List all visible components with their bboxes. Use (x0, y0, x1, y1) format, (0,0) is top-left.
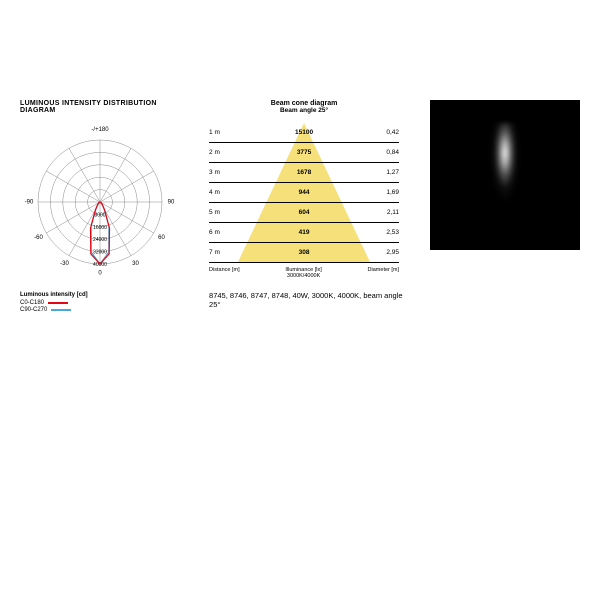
beam-row: 2 m37750,84 (209, 143, 399, 163)
beam-subtitle: Beam angle 25° (209, 107, 399, 115)
svg-text:30: 30 (132, 261, 139, 267)
beam-and-caption: Beam cone diagram Beam angle 25° 1 m1510… (209, 100, 415, 309)
svg-text:0: 0 (98, 271, 102, 277)
polar-panel: LUMINOUS INTENSITY DISTRIBUTION DIAGRAM … (20, 100, 194, 314)
svg-text:-30: -30 (60, 261, 69, 267)
svg-text:-60: -60 (34, 235, 43, 241)
polar-diagram: -90 -60 -30 0 30 60 90 -/+180 8000 16000 24000 3200… (20, 122, 180, 282)
beam-diameter: 2,53 (369, 229, 399, 236)
beam-diameter: 0,42 (369, 129, 399, 136)
footer-illuminance: Illuminance [lx]3000K/4000K (285, 267, 321, 279)
svg-text:24000: 24000 (93, 237, 107, 243)
beam-diameter: 1,69 (369, 189, 399, 196)
legend-row: C90-C270 (20, 307, 194, 313)
legend-swatch (48, 302, 68, 304)
legend-title: Luminous intensity [cd] (20, 292, 194, 298)
beam-lux: 419 (239, 229, 369, 236)
beam-title: Beam cone diagram (209, 100, 399, 107)
beam-lux: 15100 (239, 129, 369, 136)
footer-distance: Distance [m] (209, 267, 240, 279)
beam-distance: 4 m (209, 189, 239, 196)
beam-lux: 944 (239, 189, 369, 196)
beam-row: 7 m3082,95 (209, 243, 399, 263)
svg-text:60: 60 (158, 235, 165, 241)
beam-table: 1 m151000,422 m37750,843 m16781,274 m944… (209, 123, 399, 263)
svg-text:16000: 16000 (93, 225, 107, 231)
beam-panel: Beam cone diagram Beam angle 25° 1 m1510… (209, 100, 399, 279)
svg-text:-90: -90 (25, 200, 34, 206)
beam-distance: 2 m (209, 149, 239, 156)
polar-legend: Luminous intensity [cd] C0-C180C90-C270 (20, 292, 194, 314)
legend-label: C90-C270 (20, 307, 47, 313)
beam-diameter: 2,95 (369, 249, 399, 256)
svg-text:-/+180: -/+180 (91, 127, 109, 133)
beam-lux: 604 (239, 209, 369, 216)
beam-glow (490, 123, 520, 223)
beam-distance: 5 m (209, 209, 239, 216)
beam-distance: 7 m (209, 249, 239, 256)
beam-row: 1 m151000,42 (209, 123, 399, 143)
beam-footer: Distance [m] Illuminance [lx]3000K/4000K… (209, 267, 399, 279)
datasheet-container: LUMINOUS INTENSITY DISTRIBUTION DIAGRAM … (20, 100, 580, 314)
product-caption: 8745, 8746, 8747, 8748, 40W, 3000K, 4000… (209, 291, 415, 309)
beam-row: 5 m6042,11 (209, 203, 399, 223)
beam-diameter: 2,11 (369, 209, 399, 216)
svg-text:8000: 8000 (94, 212, 105, 218)
beam-lux: 1678 (239, 169, 369, 176)
beam-photo (430, 100, 580, 250)
polar-title: LUMINOUS INTENSITY DISTRIBUTION DIAGRAM (20, 100, 194, 114)
legend-label: C0-C180 (20, 300, 44, 306)
legend-swatch (51, 309, 71, 311)
beam-diameter: 1,27 (369, 169, 399, 176)
beam-row: 4 m9441,69 (209, 183, 399, 203)
legend-row: C0-C180 (20, 300, 194, 306)
beam-lux: 3775 (239, 149, 369, 156)
beam-row: 6 m4192,53 (209, 223, 399, 243)
footer-diameter: Diameter [m] (368, 267, 399, 279)
beam-diameter: 0,84 (369, 149, 399, 156)
beam-lux: 308 (239, 249, 369, 256)
svg-text:32000: 32000 (93, 250, 107, 256)
svg-text:90: 90 (168, 200, 175, 206)
beam-distance: 6 m (209, 229, 239, 236)
beam-distance: 3 m (209, 169, 239, 176)
beam-row: 3 m16781,27 (209, 163, 399, 183)
beam-distance: 1 m (209, 129, 239, 136)
